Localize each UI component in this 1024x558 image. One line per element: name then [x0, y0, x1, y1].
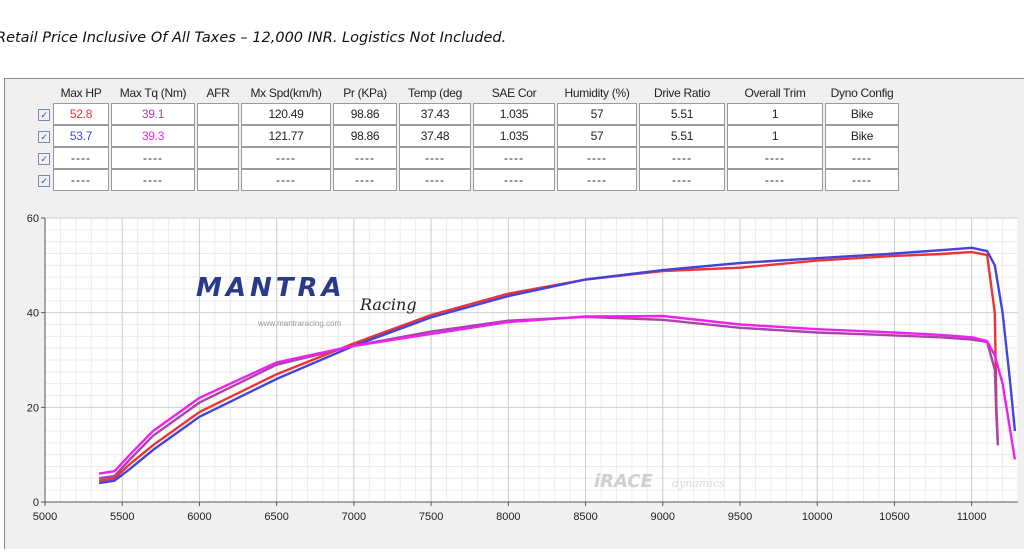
y-tick-label: 0	[33, 497, 39, 509]
table-cell: 98.86	[333, 125, 397, 147]
table-cell: ----	[333, 169, 397, 191]
x-tick-label: 6000	[187, 511, 211, 523]
table-cell: ----	[639, 147, 725, 169]
table-cell: ----	[53, 147, 109, 169]
table-cell: 98.86	[333, 103, 397, 125]
y-tick-label: 40	[27, 308, 39, 320]
x-tick-label: 11000	[957, 511, 987, 523]
x-tick-label: 10500	[879, 511, 910, 523]
table-cell: ----	[241, 147, 331, 169]
table-cell: 1.035	[473, 125, 555, 147]
table-cell: 39.1	[111, 103, 195, 125]
x-tick-label: 7000	[342, 511, 366, 523]
column-header[interactable]: Mx Spd(km/h)	[250, 86, 322, 100]
table-cell: ----	[825, 169, 899, 191]
table-cell: ----	[53, 169, 109, 191]
column-header[interactable]: Max Tq (Nm)	[119, 86, 187, 100]
y-tick-label: 20	[27, 402, 39, 414]
table-cell: 120.49	[241, 103, 331, 125]
x-tick-label: 9500	[728, 511, 752, 523]
table-cell	[197, 103, 239, 125]
column-header[interactable]: AFR	[206, 86, 230, 100]
table-cell: 121.77	[241, 125, 331, 147]
table-cell: ----	[241, 169, 331, 191]
table-cell	[197, 125, 239, 147]
table-cell: ----	[557, 169, 637, 191]
table-row: ✓ ---- ---- ---- ---- ---- ---- ---- ---- ---- ---…	[37, 147, 899, 169]
table-cell: 37.43	[399, 103, 471, 125]
table-cell: 57	[557, 103, 637, 125]
table-cell: ----	[399, 147, 471, 169]
table-cell: ----	[111, 169, 195, 191]
table-cell: 5.51	[639, 103, 725, 125]
table-cell: 39.3	[111, 125, 195, 147]
table-header-row: Max HP Max Tq (Nm) AFR Mx Spd(km/h) Pr (KPa)…	[37, 83, 899, 103]
dynamics-script-watermark: dynamics	[672, 477, 725, 490]
table-cell: 1	[727, 125, 823, 147]
table-cell: 52.8	[53, 103, 109, 125]
checkmark-icon: ✓	[38, 175, 50, 187]
irace-brand-watermark: iRACE	[594, 471, 654, 492]
x-tick-label: 5000	[33, 511, 57, 523]
column-header[interactable]: Temp (deg	[408, 86, 462, 100]
table-cell: 1.035	[473, 103, 555, 125]
run-summary-table: Max HP Max Tq (Nm) AFR Mx Spd(km/h) Pr (KPa)…	[35, 83, 901, 191]
table-cell: ----	[473, 147, 555, 169]
table-body: ✓ 52.8 39.1 120.49 98.86 37.43 1.035 57 5.51 1 Bik…	[37, 103, 899, 191]
checkmark-icon: ✓	[38, 153, 50, 165]
racing-script-watermark: Racing	[359, 295, 417, 314]
table-cell: 37.48	[399, 125, 471, 147]
table-cell: ----	[727, 169, 823, 191]
table-cell: ----	[399, 169, 471, 191]
x-tick-label: 8500	[573, 511, 597, 523]
table-cell: Bike	[825, 103, 899, 125]
column-header[interactable]: Drive Ratio	[653, 86, 711, 100]
column-header[interactable]: SAE Cor	[491, 86, 537, 100]
table-cell: ----	[825, 147, 899, 169]
table-row: ✓ 53.7 39.3 121.77 98.86 37.48 1.035 57 5.51 1 Bik…	[37, 125, 899, 147]
run-visibility-checkbox[interactable]: ✓	[37, 103, 51, 125]
run-visibility-checkbox[interactable]: ✓	[37, 169, 51, 191]
checkmark-icon: ✓	[38, 109, 50, 121]
run-visibility-checkbox[interactable]: ✓	[37, 125, 51, 147]
table-cell: ----	[727, 147, 823, 169]
x-tick-label: 5500	[110, 511, 134, 523]
price-caption: Retail Price Inclusive Of All Taxes – 12…	[0, 30, 507, 46]
column-header[interactable]: Max HP	[60, 86, 102, 100]
table-row: ✓ ---- ---- ---- ---- ---- ---- ---- ---- ---- ---…	[37, 169, 899, 191]
column-header[interactable]: Pr (KPa)	[343, 86, 387, 100]
table-cell: ----	[473, 169, 555, 191]
table-cell: ----	[639, 169, 725, 191]
table-cell: 57	[557, 125, 637, 147]
table-cell: 53.7	[53, 125, 109, 147]
table-cell: Bike	[825, 125, 899, 147]
run-visibility-checkbox[interactable]: ✓	[37, 147, 51, 169]
url-watermark: www.mantraracing.com	[257, 319, 341, 328]
table-cell: 5.51	[639, 125, 725, 147]
table-cell: ----	[557, 147, 637, 169]
table-cell: 1	[727, 103, 823, 125]
x-tick-label: 10000	[802, 511, 833, 523]
curve-tq-run2	[98, 314, 1017, 475]
x-tick-label: 9000	[651, 511, 675, 523]
x-tick-label: 8000	[496, 511, 520, 523]
x-tick-label: 7500	[419, 511, 443, 523]
y-tick-label: 60	[27, 213, 39, 225]
checkmark-icon: ✓	[38, 131, 50, 143]
column-header[interactable]: Overall Trim	[744, 86, 806, 100]
table-cell: ----	[333, 147, 397, 169]
table-cell	[197, 147, 239, 169]
curve-hp-run2	[98, 246, 1017, 485]
mantra-logo-watermark: MANTRA	[196, 273, 346, 303]
x-tick-label: 6500	[264, 511, 288, 523]
column-header[interactable]: Humidity (%)	[564, 86, 630, 100]
table-row: ✓ 52.8 39.1 120.49 98.86 37.43 1.035 57 5.51 1 Bik…	[37, 103, 899, 125]
column-header[interactable]: Dyno Config	[830, 86, 894, 100]
table-cell	[197, 169, 239, 191]
table-cell: ----	[111, 147, 195, 169]
